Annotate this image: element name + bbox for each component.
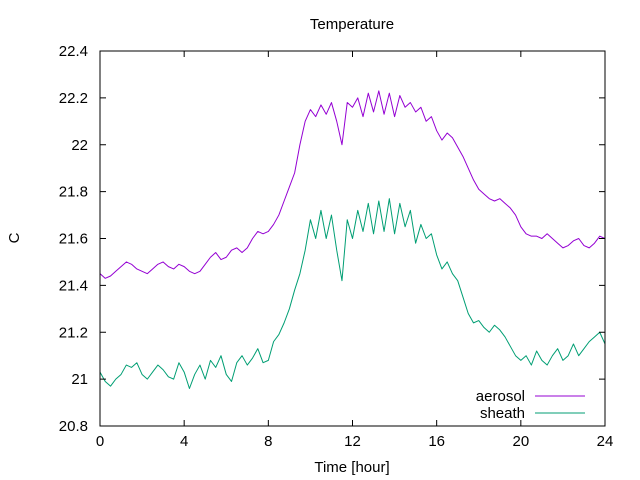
y-axis-label: C: [6, 232, 23, 243]
x-tick-label: 8: [264, 433, 272, 450]
legend: aerosol sheath: [476, 388, 585, 422]
legend-label-sheath: sheath: [480, 405, 525, 422]
x-axis-label: Time [hour]: [314, 459, 389, 476]
x-tick-label: 4: [180, 433, 188, 450]
y-tick-label: 21.8: [59, 184, 88, 201]
y-tick-label: 22.4: [59, 43, 88, 60]
x-tick-label: 0: [96, 433, 104, 450]
legend-label-aerosol: aerosol: [476, 388, 525, 405]
y-tick-label: 21.2: [59, 324, 88, 341]
x-tick-label: 20: [512, 433, 529, 450]
chart-title: Temperature: [310, 16, 394, 33]
series-group: [99, 90, 606, 389]
y-tick-label: 22: [71, 137, 88, 154]
y-tick-label: 22.2: [59, 90, 88, 107]
x-tick-label: 16: [428, 433, 445, 450]
plot-area: 0 4 8 12 16 20 24 20.8 21 21.2 21.4 21.6 21.8 22 22.2…: [59, 43, 614, 450]
y-tick-label: 21.6: [59, 231, 88, 248]
x-tick-label: 24: [597, 433, 614, 450]
y-axis-ticks: 20.8 21 21.2 21.4 21.6 21.8 22 22.2 22.4: [59, 43, 605, 435]
x-axis-ticks: 0 4 8 12 16 20 24: [96, 51, 614, 450]
y-tick-label: 20.8: [59, 418, 88, 435]
x-tick-label: 12: [344, 433, 361, 450]
y-tick-label: 21: [71, 371, 88, 388]
series-line-sheath: [99, 198, 606, 389]
y-tick-label: 21.4: [59, 277, 88, 294]
series-line-aerosol: [99, 90, 606, 279]
